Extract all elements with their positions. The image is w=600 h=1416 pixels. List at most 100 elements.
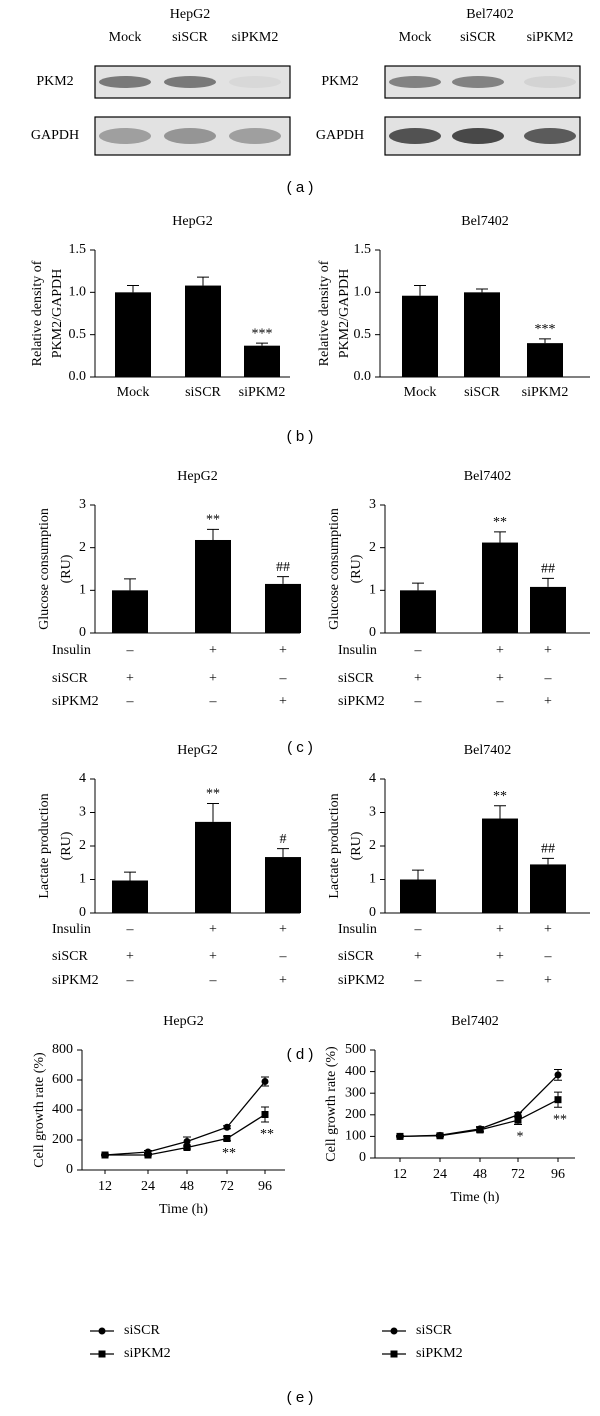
treatment-sign: – (414, 922, 423, 937)
y-tick-label: 300 (345, 1085, 366, 1100)
chart-title: Bel7402 (461, 214, 508, 229)
treatment-sign: + (209, 949, 217, 964)
treatment-sign: – (496, 973, 505, 988)
x-tick-label: siPKM2 (522, 385, 569, 400)
treatment-name: siSCR (52, 671, 88, 686)
error-bar (494, 805, 506, 819)
marker (261, 1111, 269, 1118)
blot-row-label: PKM2 (36, 74, 73, 89)
marker (514, 1116, 522, 1124)
y-tick-label: 4 (369, 771, 376, 786)
significance: ## (541, 842, 555, 857)
bar (195, 539, 231, 633)
treatment-name: Insulin (338, 643, 377, 658)
y-axis-label: Lactate production (37, 793, 52, 898)
panel-label: ( e ) (287, 1389, 314, 1406)
blot-title: HepG2 (170, 7, 210, 22)
y-tick-label: 2 (79, 838, 86, 853)
x-tick-label: 96 (258, 1179, 272, 1194)
bar (115, 292, 151, 377)
significance: ** (260, 1127, 274, 1142)
error-bar (539, 338, 551, 344)
treatment-sign: – (414, 694, 423, 709)
marker (101, 1151, 109, 1159)
legend-marker (98, 1350, 106, 1358)
error-bar (124, 578, 136, 591)
y-tick-label: 0 (66, 1162, 73, 1177)
marker (223, 1135, 231, 1142)
error-bar (412, 869, 424, 880)
y-tick-label: 1 (79, 872, 86, 887)
significance: * (517, 1130, 524, 1145)
treatment-name: siPKM2 (52, 973, 99, 988)
panel-label: ( a ) (287, 179, 314, 196)
treatment-sign: + (126, 671, 134, 686)
legend-marker (390, 1350, 398, 1358)
treatment-sign: + (496, 922, 504, 937)
treatment-sign: + (544, 973, 552, 988)
y-tick-label: 1.5 (69, 242, 87, 257)
bar (400, 879, 436, 913)
bar (464, 292, 500, 377)
y-tick-label: 0 (79, 625, 86, 640)
marker (144, 1151, 152, 1159)
marker (514, 1111, 522, 1119)
bar (527, 343, 563, 377)
lane-label: Mock (109, 30, 142, 45)
y-tick-label: 400 (52, 1102, 73, 1117)
bar (530, 586, 566, 633)
significance: # (280, 832, 287, 847)
error-bar (494, 531, 506, 543)
treatment-name: siSCR (338, 949, 374, 964)
treatment-sign: – (414, 643, 423, 658)
error-bar (412, 582, 424, 591)
y-axis-label: (RU) (349, 831, 364, 860)
chart-title: Bel7402 (464, 469, 511, 484)
treatment-sign: + (279, 922, 287, 937)
marker (436, 1132, 444, 1140)
x-tick-label: 12 (393, 1167, 407, 1182)
y-tick-label: 3 (369, 805, 376, 820)
treatment-sign: + (279, 643, 287, 658)
x-tick-label: siSCR (185, 385, 221, 400)
y-axis-label: PKM2/GAPDH (50, 269, 65, 358)
y-axis-label: Lactate production (327, 793, 342, 898)
blot-row-label: GAPDH (316, 128, 364, 143)
error-bar (197, 276, 209, 286)
bar (265, 857, 301, 913)
legend-label: siSCR (124, 1323, 160, 1338)
significance: ** (553, 1112, 567, 1127)
blot-row-label: GAPDH (31, 128, 79, 143)
legend-marker (98, 1327, 106, 1335)
blot-band (452, 128, 504, 144)
blot-band (99, 76, 151, 88)
blot-band (229, 128, 281, 144)
error-bar (277, 576, 289, 584)
x-axis-label: Time (h) (159, 1202, 208, 1217)
treatment-name: siPKM2 (338, 694, 385, 709)
x-axis-label: Time (h) (451, 1190, 500, 1205)
error-bar (277, 848, 289, 858)
treatment-name: Insulin (338, 922, 377, 937)
x-tick-label: 48 (473, 1167, 487, 1182)
legend-label: siPKM2 (416, 1346, 463, 1361)
panel-label: ( b ) (287, 428, 314, 445)
significance: ## (276, 560, 290, 575)
y-tick-label: 0 (79, 905, 86, 920)
y-axis-label: Glucose consumption (37, 508, 52, 630)
lane-label: siSCR (172, 30, 208, 45)
treatment-sign: + (496, 949, 504, 964)
error-bar (124, 871, 136, 881)
bar (185, 285, 221, 377)
bar (400, 590, 436, 633)
lane-label: Mock (399, 30, 432, 45)
marker (554, 1096, 562, 1104)
y-axis-label: Glucose consumption (327, 508, 342, 630)
significance: ** (206, 513, 220, 528)
bar (530, 864, 566, 913)
legend-label: siPKM2 (124, 1346, 171, 1361)
chart-title: Bel7402 (451, 1014, 498, 1029)
x-tick-label: 24 (141, 1179, 155, 1194)
treatment-sign: + (126, 949, 134, 964)
